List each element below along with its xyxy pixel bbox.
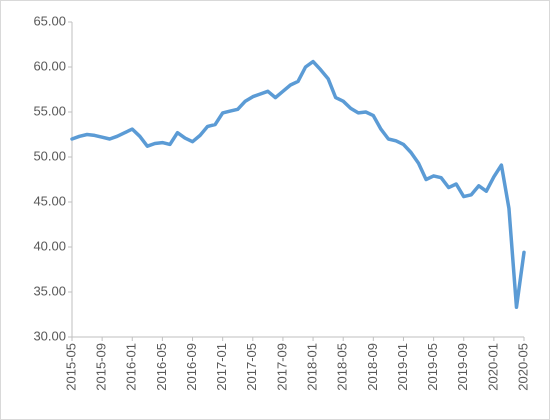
x-tick-label: 2019-05	[425, 343, 440, 391]
x-tick-label: 2015-05	[63, 343, 78, 391]
y-tick-label: 55.00	[33, 103, 66, 118]
x-tick-label: 2017-05	[244, 343, 259, 391]
y-tick-label: 65.00	[33, 13, 66, 28]
y-tick-label: 35.00	[33, 283, 66, 298]
x-tick-label: 2017-01	[214, 343, 229, 391]
x-tick-label: 2018-05	[335, 343, 350, 391]
x-tick-label: 2018-09	[365, 343, 380, 391]
x-tick-label: 2016-01	[124, 343, 139, 391]
y-tick-label: 50.00	[33, 148, 66, 163]
x-tick-label: 2016-09	[184, 343, 199, 391]
x-tick-label: 2020-05	[515, 343, 530, 391]
x-tick-label: 2016-05	[154, 343, 169, 391]
x-tick-label: 2017-09	[274, 343, 289, 391]
x-tick-label: 2018-01	[305, 343, 320, 391]
y-tick-label: 30.00	[33, 328, 66, 343]
y-tick-label: 45.00	[33, 193, 66, 208]
x-tick-label: 2019-01	[395, 343, 410, 391]
x-tick-label: 2015-09	[94, 343, 109, 391]
x-tick-label: 2019-09	[455, 343, 470, 391]
y-tick-label: 60.00	[33, 58, 66, 73]
data-line	[70, 59, 526, 310]
x-tick-label: 2020-01	[485, 343, 500, 391]
y-tick-label: 40.00	[33, 238, 66, 253]
